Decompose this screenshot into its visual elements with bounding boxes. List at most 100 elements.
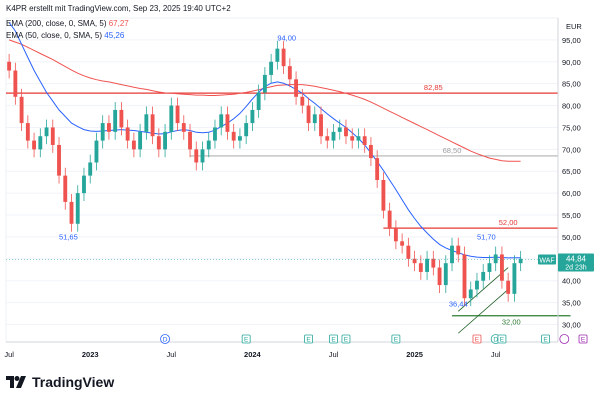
event-marker-letter: E <box>306 337 311 344</box>
candle-body <box>375 158 380 180</box>
candle-body <box>13 70 18 97</box>
event-marker-letter: E <box>344 337 349 344</box>
candle-body <box>287 66 292 80</box>
tradingview-logo[interactable]: TradingView <box>6 374 114 390</box>
candle-body <box>188 131 192 150</box>
candle-body <box>213 127 217 141</box>
candle-body <box>88 162 93 176</box>
event-marker-letter: E <box>244 337 249 344</box>
candle-body <box>462 254 467 299</box>
candle-body <box>200 149 205 163</box>
candle-body <box>156 136 161 150</box>
ema50-value: 45,26 <box>104 31 125 40</box>
event-marker-letter: E <box>331 337 336 344</box>
candle-body <box>431 258 436 268</box>
symbol-label: WAF <box>539 258 554 265</box>
event-marker-dividend <box>160 334 170 344</box>
candle-body <box>100 123 105 141</box>
event-marker-letter: E <box>475 337 480 344</box>
candle-body <box>206 140 211 150</box>
candle-body <box>19 96 24 124</box>
candle-body <box>82 175 86 194</box>
event-marker-letter: E <box>581 337 586 344</box>
candle-body <box>125 127 130 141</box>
x-tick-label: 2023 <box>82 350 99 359</box>
ema50-line <box>8 22 521 259</box>
tradingview-logo-text: TradingView <box>32 374 115 390</box>
candle-body <box>144 114 149 132</box>
y-tick-label: 90,00 <box>562 58 581 67</box>
candle-body <box>281 48 286 67</box>
event-marker-earnings <box>578 334 588 344</box>
candle-body <box>475 280 479 290</box>
y-tick-label: 65,00 <box>562 167 581 176</box>
x-tick-label: Jul <box>4 350 14 359</box>
event-marker-earnings <box>391 334 401 344</box>
candles <box>7 40 523 307</box>
candle-body <box>32 140 37 150</box>
price-annotation: 36,44 <box>449 299 468 308</box>
y-tick-label: 35,00 <box>562 299 581 308</box>
grid <box>5 17 559 343</box>
ema200-legend[interactable]: EMA (200, close, 0, SMA, 5) 67,27 <box>6 19 129 28</box>
event-marker-earnings <box>304 334 313 344</box>
candle-body <box>57 144 61 176</box>
event-marker-earnings <box>541 334 550 344</box>
candle-body <box>481 271 486 281</box>
candle-body <box>38 136 43 150</box>
event-marker-letter: E <box>394 337 399 344</box>
y-tick-label: 60,00 <box>562 189 581 198</box>
bar-countdown-label: 2d 23h <box>565 265 587 272</box>
event-marker-letter: D <box>493 337 498 344</box>
candle-body <box>356 136 361 141</box>
candle-body <box>25 123 30 141</box>
price-annotation: 51,70 <box>477 232 496 241</box>
level-label: 82,85 <box>424 83 443 92</box>
candle-body <box>312 114 317 124</box>
candle-body <box>487 263 492 272</box>
ema200-series <box>8 39 521 162</box>
event-marker-earnings <box>472 334 482 344</box>
candle-body <box>325 136 330 141</box>
y-tick-label: 40,00 <box>562 277 581 286</box>
annotations: 94,00 51,65 36,44 51,70 <box>59 33 496 308</box>
candle-body <box>337 127 342 132</box>
currency-label: EUR <box>566 22 582 31</box>
candle-body <box>119 109 124 128</box>
candle-body <box>493 254 498 264</box>
candle-body <box>456 245 461 255</box>
level-label: 32,00 <box>502 318 521 327</box>
candle-body <box>225 114 230 132</box>
event-marker-earnings <box>329 334 338 344</box>
candle-body <box>499 254 504 281</box>
event-marker-earnings <box>341 334 351 344</box>
candle-body <box>368 144 373 159</box>
y-tick-label: 30,00 <box>562 320 581 329</box>
candle-body <box>275 48 280 62</box>
channel-upper <box>457 267 509 312</box>
y-tick-label: 50,00 <box>562 233 581 242</box>
event-marker-earnings <box>241 334 251 344</box>
y-axis: 30,0035,0040,0045,0050,0055,0060,0065,00… <box>557 18 581 342</box>
candle-body <box>518 258 523 264</box>
candle-body <box>450 245 454 264</box>
candle-body <box>393 228 398 242</box>
candle-body <box>331 131 336 141</box>
ema200-label: EMA (200, close, 0, SMA, 5) <box>6 19 107 28</box>
candle-body <box>106 123 111 132</box>
candle-body <box>50 127 55 145</box>
price-channel <box>457 267 509 334</box>
candle-body <box>512 263 517 294</box>
candle-body <box>362 136 367 145</box>
x-axis: Jul 2023 Jul 2024 Jul 2025 Jul <box>4 341 558 359</box>
candle-body <box>163 131 168 150</box>
candle-body <box>69 201 74 224</box>
ema50-legend[interactable]: EMA (50, close, 0, SMA, 5) 45,26 <box>6 31 124 40</box>
plot-frame <box>5 17 559 343</box>
candle-body <box>63 175 68 202</box>
candle-body <box>425 258 430 272</box>
candle-body <box>219 114 224 128</box>
